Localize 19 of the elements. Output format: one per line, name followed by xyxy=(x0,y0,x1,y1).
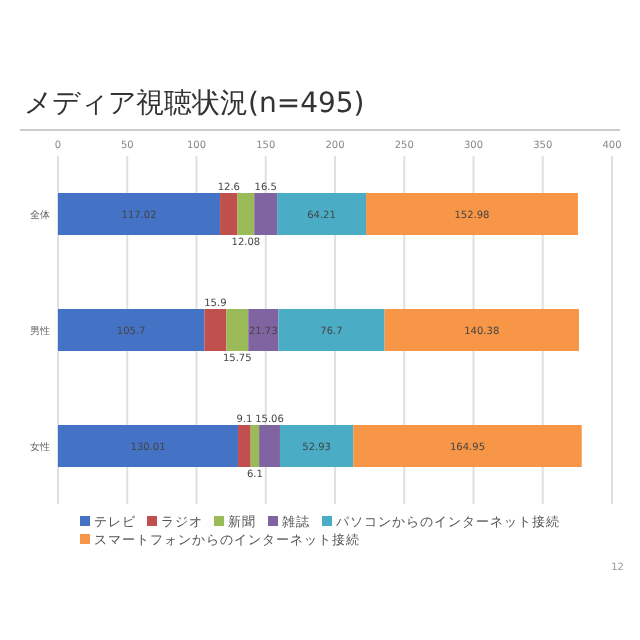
bar xyxy=(353,425,582,467)
bar xyxy=(250,425,260,467)
bar xyxy=(237,193,255,235)
bar xyxy=(279,425,354,467)
bar xyxy=(277,193,367,235)
bar xyxy=(58,309,205,351)
bar xyxy=(238,425,251,467)
bar xyxy=(204,309,227,351)
bar xyxy=(259,425,280,467)
bar xyxy=(226,309,249,351)
bar xyxy=(58,425,239,467)
bar xyxy=(278,309,385,351)
bar xyxy=(254,193,278,235)
chart-title: メディア視聴状況(n=495) xyxy=(24,88,365,120)
bar xyxy=(384,309,579,351)
bar xyxy=(58,193,221,235)
bar xyxy=(248,309,279,351)
bar xyxy=(366,193,578,235)
bar xyxy=(220,193,238,235)
